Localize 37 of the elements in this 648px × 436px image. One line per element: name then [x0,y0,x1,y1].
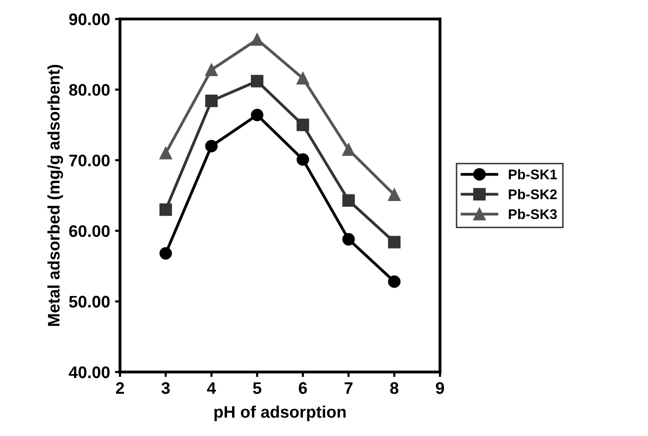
x-tick-label: 5 [253,382,262,394]
y-tick-label: 40.00 [68,366,110,378]
point [388,275,401,288]
point [250,33,264,46]
y-tick-label: 80.00 [69,84,110,96]
point [342,143,355,156]
point [296,153,310,166]
x-axis-title: pH of adsorption [214,406,346,422]
y-tick-label: 50.00 [69,296,110,308]
point [388,236,401,248]
y-tick-label: 60.00 [69,225,110,238]
legend-label: Pb-SK3 [508,208,557,220]
point [296,118,310,132]
point [159,146,172,160]
x-tick-label: 9 [436,382,444,394]
point [342,194,355,207]
y-tick-label: 90.00 [69,13,110,26]
point [342,233,355,246]
legend-label: Pb-SK2 [508,189,557,200]
point [159,203,172,216]
y-axis-title: Metal adsorbed (mg/g adsorbent) [47,64,64,326]
point [205,94,218,108]
point [388,188,401,202]
point [250,74,264,88]
point [296,72,310,85]
x-tick-label: 8 [390,382,398,394]
x-tick-label: 3 [161,382,170,394]
point [205,64,218,76]
x-tick-label: 7 [344,382,352,394]
legend-label: Pb-SK1 [508,169,557,180]
x-tick-label: 6 [298,382,307,394]
x-tick-label: 2 [116,382,124,394]
point [205,140,218,152]
y-tick-label: 70.00 [69,154,110,166]
point [250,108,264,122]
point [159,247,172,260]
x-tick-label: 4 [207,382,216,394]
